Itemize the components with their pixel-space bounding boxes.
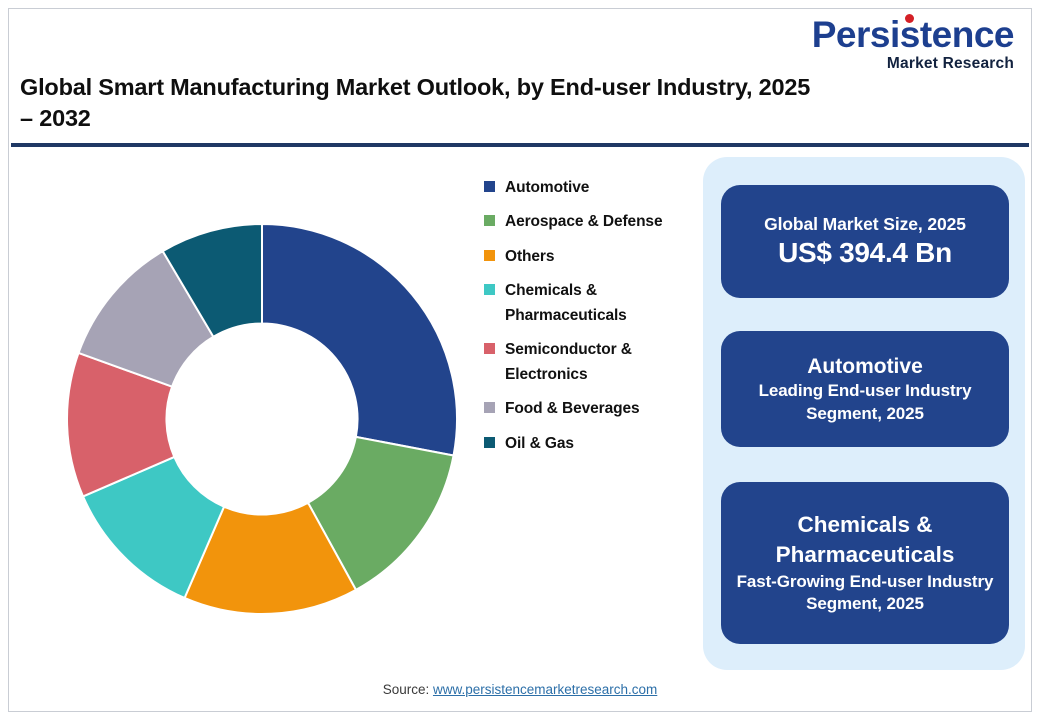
leading-segment-card: Automotive Leading End-user Industry Seg… [721, 331, 1009, 447]
legend-item-label: Others [505, 247, 555, 265]
legend-item-label: Chemicals & Pharmaceuticals [505, 282, 627, 324]
legend-item-label: Automotive [505, 179, 590, 196]
donut-slice[interactable] [261, 222, 458, 457]
legend-item-label: Semiconductor & Electronics [505, 341, 632, 383]
logo-wordmark: Persistence [811, 14, 1015, 55]
donut-slice[interactable] [161, 222, 263, 339]
legend-swatch-icon [484, 181, 495, 192]
logo-wordmark-text: Persistence [811, 14, 1015, 55]
legend-item-chemicals-pharmaceuticals[interactable]: Chemicals & Pharmaceuticals [484, 279, 684, 328]
legend-swatch-icon [484, 215, 495, 227]
legend-swatch-icon [484, 249, 495, 261]
fast-growing-segment-subtitle: Fast-Growing End-user Industry Segment, … [736, 571, 994, 614]
legend-item-others[interactable]: Others [484, 245, 684, 269]
fast-growing-segment-heading: Chemicals & Pharmaceuticals [775, 511, 955, 568]
logo-tagline: Market Research [886, 55, 1014, 72]
legend-swatch-icon [484, 436, 495, 448]
leading-segment-heading: Automotive [807, 354, 923, 378]
legend-item-label: Food & Beverages [505, 400, 640, 418]
logo-accent-dot [904, 14, 914, 23]
legend-swatch-icon [484, 284, 495, 296]
source-prefix-label: Source: [382, 682, 433, 697]
legend-item-oil-gas[interactable]: Oil & Gas [484, 432, 684, 456]
company-logo: Persistence Market Research [811, 14, 1015, 72]
market-size-label: Global Market Size, 2025 [764, 213, 966, 234]
legend-item-automotive[interactable]: Automotive [484, 176, 684, 200]
market-size-card: Global Market Size, 2025 US$ 394.4 Bn [721, 185, 1009, 298]
donut-slice[interactable] [183, 501, 358, 615]
legend-swatch-icon [484, 343, 495, 355]
legend-item-aerospace-defense[interactable]: Aerospace & Defense [484, 210, 684, 234]
highlights-panel: Global Market Size, 2025 US$ 394.4 Bn Au… [703, 157, 1025, 670]
legend-item-food-beverages[interactable]: Food & Beverages [484, 397, 684, 421]
source-footer: Source: www.persistencemarketresearch.co… [0, 682, 1040, 697]
donut-chart [62, 219, 462, 619]
leading-segment-subtitle: Leading End-user Industry Segment, 2025 [758, 380, 972, 423]
fast-growing-segment-card: Chemicals & Pharmaceuticals Fast-Growing… [721, 482, 1009, 644]
legend-item-semiconductor-electronics[interactable]: Semiconductor & Electronics [484, 338, 684, 387]
legend-item-label: Oil & Gas [505, 434, 574, 452]
source-link[interactable]: www.persistencemarketresearch.com [432, 682, 658, 697]
legend-swatch-icon [484, 402, 495, 414]
page-title: Global Smart Manufacturing Market Outloo… [20, 74, 811, 132]
title-divider [11, 143, 1029, 147]
legend-item-label: Aerospace & Defense [505, 213, 663, 231]
donut-chart-svg [66, 222, 458, 615]
chart-legend: Automotive Aerospace & Defense Others Ch… [484, 176, 684, 466]
market-size-value: US$ 394.4 Bn [778, 237, 952, 269]
